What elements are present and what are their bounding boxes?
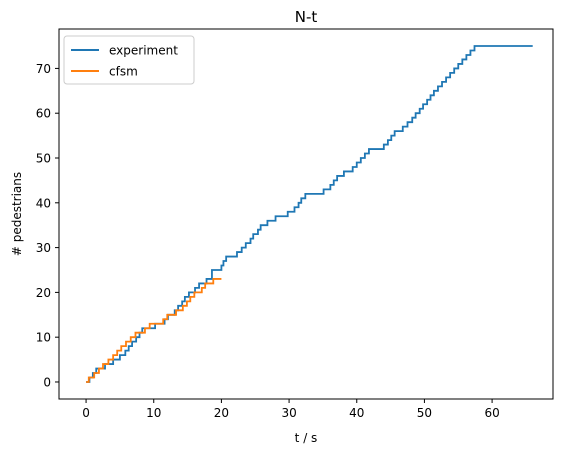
x-tick-label: 0 xyxy=(82,406,90,420)
x-axis: 0 10 20 30 40 50 60 xyxy=(82,399,500,420)
y-axis-label: # pedestrians xyxy=(10,172,24,256)
y-tick-label: 20 xyxy=(36,286,51,300)
legend-label-cfsm: cfsm xyxy=(109,65,138,79)
chart-title: N-t xyxy=(295,8,318,26)
x-tick-label: 40 xyxy=(349,406,364,420)
y-tick-label: 50 xyxy=(36,152,51,166)
x-axis-label: t / s xyxy=(295,431,318,445)
y-tick-label: 40 xyxy=(36,196,51,210)
y-tick-label: 30 xyxy=(36,241,51,255)
plot-frame xyxy=(58,28,554,400)
series-line-experiment xyxy=(86,45,533,383)
series-line-cfsm xyxy=(86,278,222,383)
y-tick-label: 60 xyxy=(36,107,51,121)
y-tick-label: 10 xyxy=(36,331,51,345)
x-tick-label: 50 xyxy=(417,406,432,420)
x-tick-label: 10 xyxy=(146,406,161,420)
legend-label-experiment: experiment xyxy=(109,44,178,58)
y-tick-label: 70 xyxy=(36,62,51,76)
y-axis: 0 10 20 30 40 50 60 70 xyxy=(36,62,59,389)
y-tick-label: 0 xyxy=(43,375,51,389)
series-layer xyxy=(86,45,533,383)
legend: experiment cfsm xyxy=(63,35,195,85)
x-tick-label: 60 xyxy=(484,406,499,420)
x-tick-label: 20 xyxy=(214,406,229,420)
x-tick-label: 30 xyxy=(281,406,296,420)
